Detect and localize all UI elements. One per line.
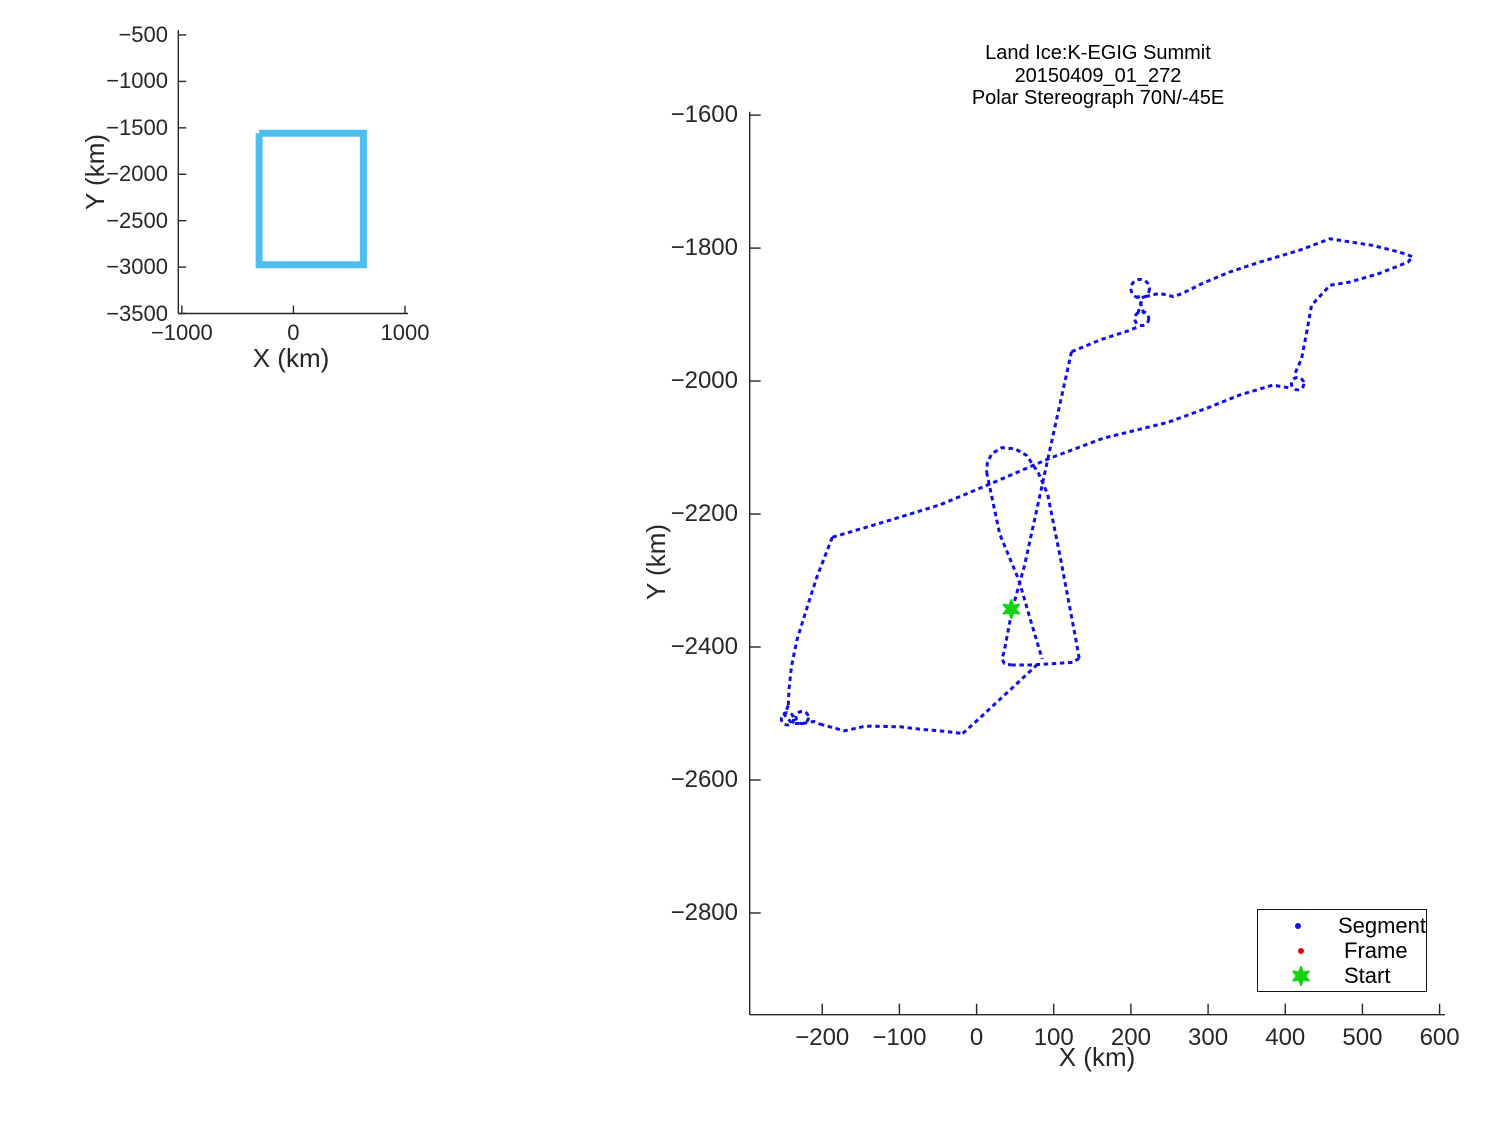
track-left-descent (786, 536, 834, 706)
x-tick-label: −100 (872, 1024, 927, 1051)
track-east-leg (1145, 237, 1415, 376)
x-tick-label: 1000 (380, 320, 430, 345)
track-survey-left-line (1000, 351, 1073, 667)
legend-label-segment: Segment (1337, 912, 1426, 938)
track-southwest-thread (782, 704, 821, 726)
y-tick-label: −1500 (106, 114, 168, 140)
y-tick-label: −2500 (106, 207, 168, 233)
start-marker-icon (1002, 599, 1021, 620)
y-tick-label: −2000 (106, 161, 168, 187)
x-tick-label: 300 (1188, 1024, 1229, 1051)
y-tick-label: −1600 (670, 101, 738, 129)
title-line-3: Polar Stereograph 70N/-45E (971, 87, 1225, 109)
track-fig8-cross-1 (1136, 295, 1145, 314)
inset-x-axis-label: X (km) (252, 343, 330, 373)
y-tick-label: −1800 (670, 234, 738, 262)
y-tick-label: −2800 (670, 898, 738, 926)
start-hexagram-icon (1258, 965, 1344, 986)
y-tick-label: −3000 (106, 254, 168, 280)
y-tick-label: −500 (118, 22, 168, 47)
track-northeast-climb (961, 663, 1039, 735)
track-southwest-loop-b (794, 709, 810, 726)
x-tick-label: 400 (1265, 1024, 1306, 1051)
x-tick-label: −200 (795, 1024, 850, 1051)
y-tick-label: −3500 (106, 300, 168, 326)
legend-row-frame: Frame (1258, 937, 1426, 963)
title-line-2: 20150409_01_272 (1014, 64, 1182, 87)
segment-dot-icon (1258, 916, 1338, 936)
y-tick-label: −1000 (106, 68, 168, 94)
track-southwest-loop-a (779, 711, 796, 727)
track-climb-to-fig8 (1070, 325, 1138, 354)
y-tick-label: −2000 (670, 367, 738, 395)
x-tick-label: 200 (1110, 1024, 1151, 1051)
x-tick-label: 500 (1342, 1024, 1383, 1051)
x-tick-label: 0 (287, 320, 300, 345)
track-fig8-bottom-loop (1133, 310, 1151, 328)
y-tick-label: −2200 (670, 500, 738, 528)
legend-label-frame: Frame (1344, 937, 1408, 963)
track-right-loop (1289, 376, 1306, 392)
x-tick-label: 100 (1033, 1024, 1074, 1051)
track-south-leg (819, 722, 963, 735)
track-survey-cross-line (985, 471, 1044, 660)
track-survey-right-line (985, 446, 1081, 659)
y-tick-label: −2600 (670, 765, 738, 793)
track-survey-bottom (1011, 657, 1081, 667)
legend: Segment Frame Start (1257, 909, 1427, 992)
track-fig8-cross-2 (1136, 294, 1146, 315)
legend-label-start: Start (1344, 962, 1391, 988)
x-tick-label: −1000 (150, 320, 213, 345)
main-x-axis-label: X (km) (1058, 1042, 1136, 1072)
legend-row-segment: Segment (1258, 912, 1426, 938)
track-fig8-top-loop (1129, 277, 1151, 300)
coverage-box (255, 129, 367, 269)
x-tick-label: 600 (1419, 1024, 1460, 1051)
title-line-1: Land Ice:K-EGIG Summit (985, 42, 1211, 64)
x-tick-label: 0 (969, 1024, 984, 1051)
y-tick-label: −2400 (670, 633, 738, 661)
track-west-diagonal (831, 383, 1289, 539)
plot-title: Land Ice:K-EGIG Summit 20150409_01_272 P… (750, 42, 1446, 110)
frame-dot-icon (1258, 941, 1344, 961)
legend-row-start: Start (1258, 962, 1426, 988)
